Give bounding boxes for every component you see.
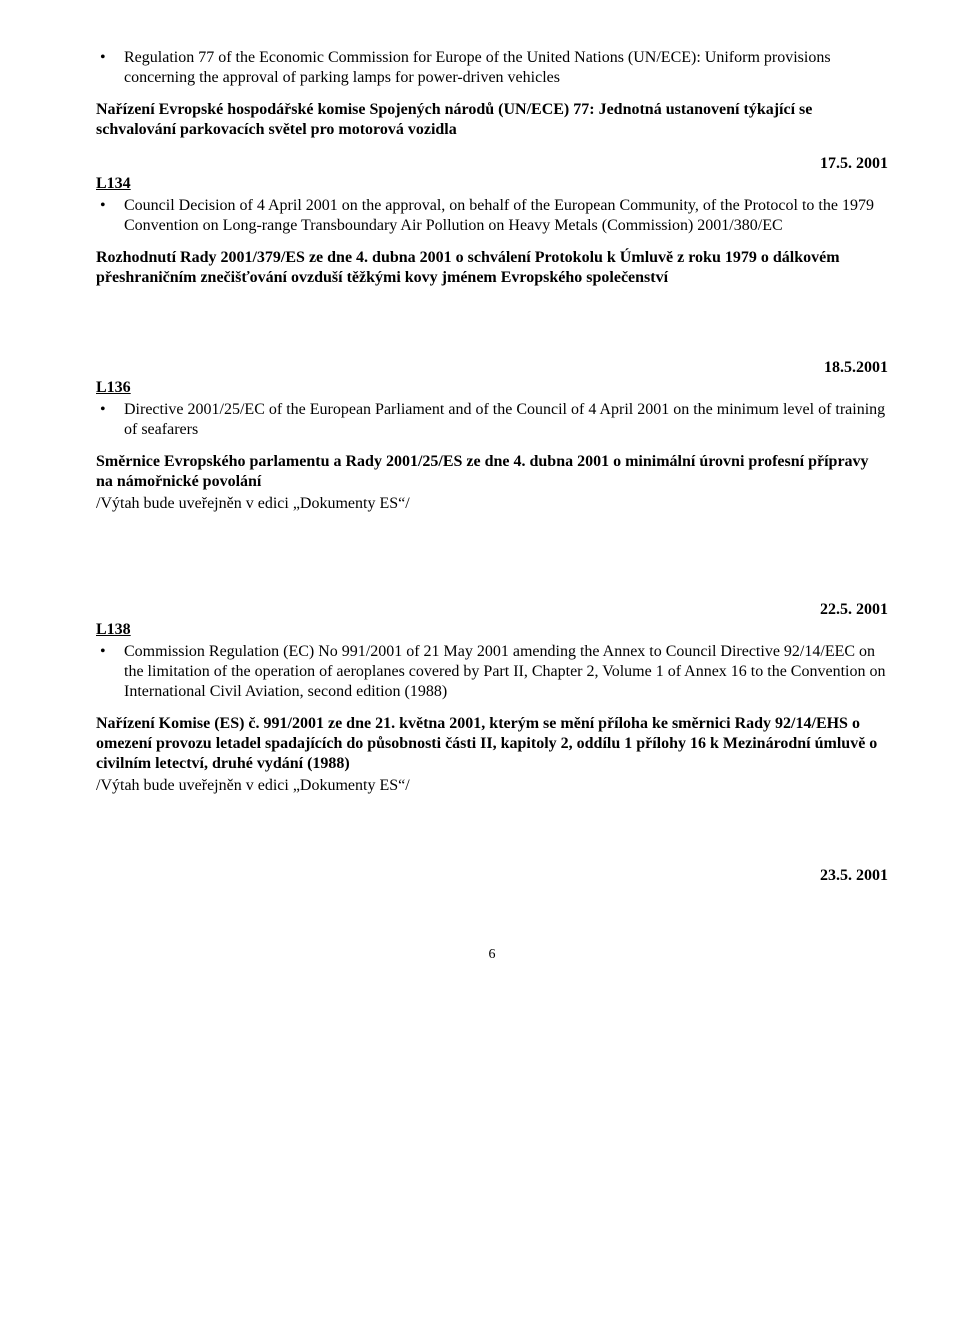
item-text-cz: Rozhodnutí Rady 2001/379/ES ze dne 4. du… (96, 248, 888, 288)
bullet-marker: • (96, 400, 124, 440)
item-text-en: Regulation 77 of the Economic Commission… (124, 48, 888, 88)
item-text-cz: Nařízení Komise (ES) č. 991/2001 ze dne … (96, 714, 888, 774)
page-number: 6 (96, 946, 888, 964)
issue-label: L138 (96, 620, 888, 640)
bullet-marker: • (96, 48, 124, 88)
item-note: /Výtah bude uveřejněn v edici „Dokumenty… (96, 494, 888, 514)
issue-label: L136 (96, 378, 888, 398)
bullet-item: • Regulation 77 of the Economic Commissi… (96, 48, 888, 88)
bullet-marker: • (96, 642, 124, 702)
bullet-item: • Directive 2001/25/EC of the European P… (96, 400, 888, 440)
issue-date: 17.5. 2001 (96, 154, 888, 174)
issue-date: 22.5. 2001 (96, 600, 888, 620)
item-note: /Výtah bude uveřejněn v edici „Dokumenty… (96, 776, 888, 796)
issue-date: 18.5.2001 (96, 358, 888, 378)
issue-date: 23.5. 2001 (96, 866, 888, 886)
item-text-en: Council Decision of 4 April 2001 on the … (124, 196, 888, 236)
item-text-en: Directive 2001/25/EC of the European Par… (124, 400, 888, 440)
item-text-en: Commission Regulation (EC) No 991/2001 o… (124, 642, 888, 702)
bullet-marker: • (96, 196, 124, 236)
bullet-item: • Council Decision of 4 April 2001 on th… (96, 196, 888, 236)
issue-label: L134 (96, 174, 888, 194)
item-text-cz: Směrnice Evropského parlamentu a Rady 20… (96, 452, 888, 492)
item-text-cz: Nařízení Evropské hospodářské komise Spo… (96, 100, 888, 140)
bullet-item: • Commission Regulation (EC) No 991/2001… (96, 642, 888, 702)
